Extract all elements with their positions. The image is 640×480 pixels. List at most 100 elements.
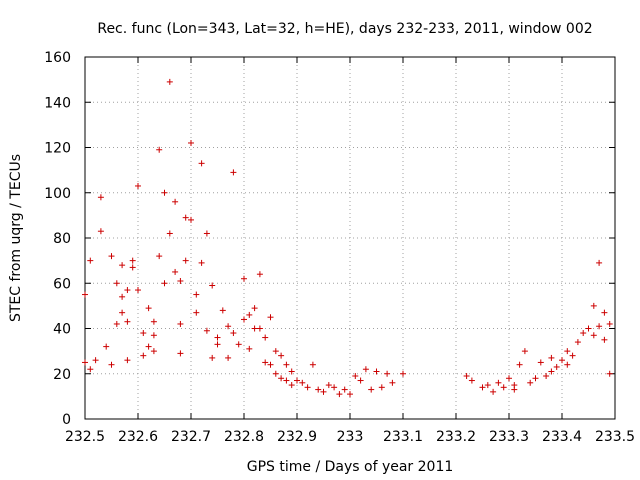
data-point <box>182 257 189 264</box>
data-point <box>574 339 581 346</box>
data-point <box>129 257 136 264</box>
data-point <box>278 352 285 359</box>
x-tick-label: 233.5 <box>595 429 635 445</box>
data-point <box>304 384 311 391</box>
data-point <box>463 373 470 380</box>
data-point <box>283 377 290 384</box>
data-point <box>235 341 242 348</box>
data-point <box>484 382 491 389</box>
data-point <box>601 309 608 316</box>
data-point <box>166 78 173 85</box>
data-point <box>251 325 258 332</box>
data-point <box>87 366 94 373</box>
data-point <box>299 379 306 386</box>
data-point <box>495 379 502 386</box>
data-point <box>225 323 232 330</box>
data-point <box>288 382 295 389</box>
y-tick-label: 20 <box>53 367 71 383</box>
y-axis-label: STEC from uqrg / TECUs <box>8 154 24 322</box>
data-point <box>124 318 131 325</box>
y-tick-label: 140 <box>44 95 71 111</box>
data-point <box>601 336 608 343</box>
data-point <box>225 354 232 361</box>
data-point <box>479 384 486 391</box>
y-tick-label: 120 <box>44 141 71 157</box>
data-point <box>177 277 184 284</box>
data-point <box>156 253 163 260</box>
data-point <box>103 343 110 350</box>
y-tick-label: 60 <box>53 276 71 292</box>
data-point <box>119 262 126 269</box>
data-point <box>113 320 120 327</box>
data-point <box>320 388 327 395</box>
data-point <box>124 287 131 294</box>
data-point <box>82 359 88 366</box>
data-point <box>119 293 126 300</box>
data-point <box>288 368 295 375</box>
y-tick-label: 0 <box>62 412 71 428</box>
data-point <box>468 377 475 384</box>
data-point <box>182 214 189 221</box>
data-point <box>272 370 279 377</box>
data-point <box>166 230 173 237</box>
data-point <box>230 330 237 337</box>
data-point <box>198 160 205 167</box>
data-point <box>177 320 184 327</box>
data-point <box>156 146 163 153</box>
data-point <box>580 330 587 337</box>
data-point <box>198 259 205 266</box>
data-point <box>606 370 613 377</box>
data-point <box>309 361 316 368</box>
data-point <box>548 354 555 361</box>
data-point <box>246 345 253 352</box>
data-point <box>384 370 391 377</box>
data-point <box>267 314 274 321</box>
data-point <box>150 318 157 325</box>
data-point <box>214 341 221 348</box>
data-point <box>315 386 322 393</box>
data-point <box>596 323 603 330</box>
data-point <box>373 368 380 375</box>
data-point <box>209 354 216 361</box>
data-point <box>124 357 131 364</box>
data-point <box>135 287 141 294</box>
data-point <box>113 280 120 287</box>
data-point <box>150 348 157 355</box>
data-point <box>97 228 104 235</box>
y-tick-label: 40 <box>53 322 71 338</box>
data-point <box>108 361 115 368</box>
data-point <box>400 370 406 377</box>
data-point <box>585 325 592 332</box>
data-point <box>590 302 597 309</box>
data-point <box>161 280 168 287</box>
data-point <box>569 352 576 359</box>
data-point <box>172 268 179 275</box>
data-point <box>193 291 200 298</box>
data-point <box>559 357 565 364</box>
data-point <box>92 357 99 364</box>
x-tick-label: 232.5 <box>65 429 105 445</box>
x-tick-label: 233.3 <box>489 429 529 445</box>
data-point <box>500 384 507 391</box>
x-tick-label: 233 <box>337 429 364 445</box>
x-tick-label: 233.2 <box>436 429 476 445</box>
data-point <box>87 257 94 264</box>
data-point <box>188 216 194 223</box>
y-tick-label: 160 <box>44 50 71 66</box>
data-point <box>97 194 104 201</box>
data-point <box>251 305 258 312</box>
data-point <box>331 384 338 391</box>
x-tick-label: 233.4 <box>542 429 582 445</box>
data-point <box>177 350 184 357</box>
y-tick-label: 80 <box>53 231 71 247</box>
chart-title: Rec. func (Lon=343, Lat=32, h=HE), days … <box>97 21 592 37</box>
y-tick-label: 100 <box>44 186 71 202</box>
data-point <box>209 282 216 289</box>
data-point <box>527 379 534 386</box>
data-point <box>246 311 253 318</box>
data-point <box>336 391 343 398</box>
data-point <box>294 377 300 384</box>
data-point <box>537 359 544 366</box>
data-point <box>548 368 555 375</box>
